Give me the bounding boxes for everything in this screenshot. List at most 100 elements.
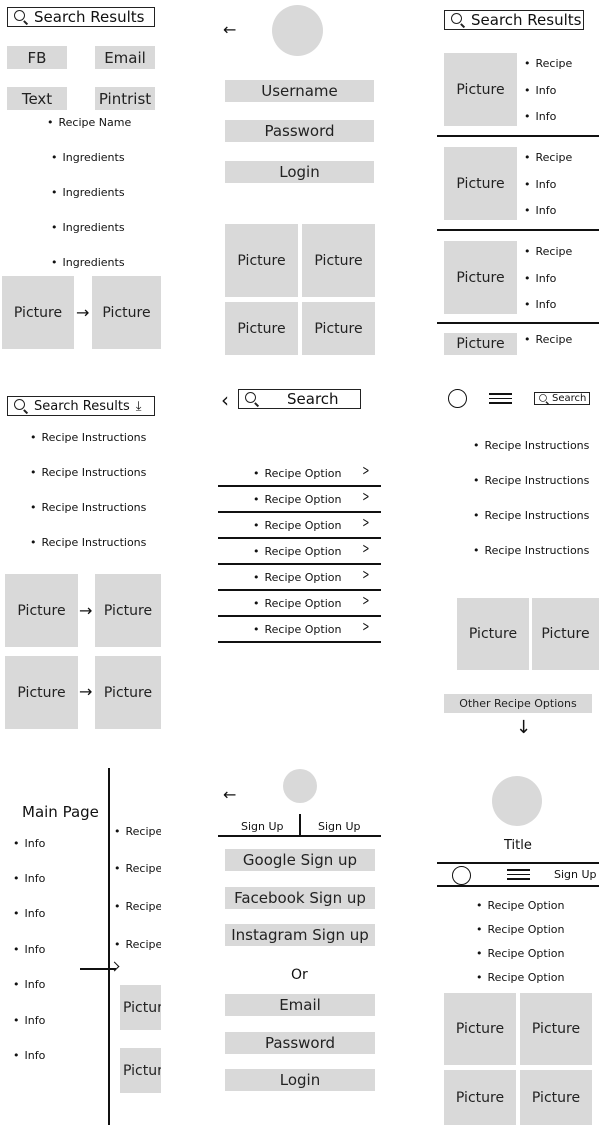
share-email-button[interactable]: Email	[95, 46, 155, 69]
login-button[interactable]: Login	[225, 1069, 375, 1091]
search-bar[interactable]: Search Results	[444, 10, 584, 30]
search-bar[interactable]: Search Results	[7, 7, 155, 27]
picture[interactable]: Picture	[444, 147, 517, 220]
other-recipe-options-button[interactable]: Other Recipe Options	[444, 694, 592, 713]
menu-icon[interactable]	[507, 866, 530, 883]
picture[interactable]: Picture	[444, 993, 516, 1065]
facebook-sign-up-button[interactable]: Facebook Sign up	[225, 887, 375, 909]
tab-divider	[299, 814, 301, 836]
picture[interactable]: Picture	[95, 656, 161, 729]
chevron-right-icon: >	[362, 515, 370, 531]
search-bar[interactable]: Search	[534, 392, 590, 405]
picture[interactable]: Picture	[5, 656, 78, 729]
search-icon	[245, 392, 259, 406]
info-item: Info	[13, 907, 46, 920]
menu-icon[interactable]	[489, 390, 512, 407]
picture[interactable]: Picture	[225, 302, 298, 355]
avatar	[272, 5, 323, 56]
profile-icon[interactable]	[448, 389, 467, 408]
recipe-instruction: Recipe Instructions	[473, 509, 590, 522]
picture[interactable]: Picture	[92, 276, 161, 349]
back-chevron-icon[interactable]: ‹	[221, 388, 229, 412]
divider	[437, 229, 599, 231]
profile-icon[interactable]	[452, 866, 471, 885]
divider	[218, 589, 381, 591]
list-item: Recipe	[524, 333, 573, 346]
arrow-right-icon: →	[79, 601, 93, 620]
password-field[interactable]: Password	[225, 1032, 375, 1054]
picture[interactable]: Picture	[5, 574, 78, 647]
recipe-option: Recipe Option	[253, 571, 342, 584]
picture[interactable]: Picture	[302, 224, 375, 297]
page-title: Main Page	[22, 803, 99, 821]
chevron-right-icon: >	[362, 541, 370, 557]
tab-sign-up[interactable]: Sign Up	[318, 820, 361, 833]
recipe-option: Recipe Option	[476, 899, 565, 912]
download-icon[interactable]: ⤓	[135, 398, 142, 414]
back-arrow-icon[interactable]: ←	[223, 20, 237, 39]
picture[interactable]: Picture	[302, 302, 375, 355]
ingredient-item: Ingredients	[51, 151, 125, 164]
chevron-right-icon: >	[362, 567, 370, 583]
recipe-option: Recipe (	[114, 825, 162, 838]
recipe-option: Recipe Option	[253, 467, 342, 480]
sign-up-link[interactable]: Sign Up	[554, 868, 597, 881]
search-bar[interactable]: Search	[238, 389, 361, 409]
search-icon	[539, 393, 549, 404]
recipe-option: Recipe Option	[253, 545, 342, 558]
login-button[interactable]: Login	[225, 161, 374, 183]
list-item: Info	[524, 298, 557, 311]
instagram-sign-up-button[interactable]: Instagram Sign up	[225, 924, 375, 946]
list-item: Info	[524, 84, 557, 97]
divider	[437, 885, 599, 887]
search-label: Search Results	[34, 8, 145, 26]
recipe-instruction: Recipe Instructions	[473, 544, 590, 557]
share-fb-button[interactable]: FB	[7, 46, 67, 69]
drawer-handle[interactable]	[80, 968, 116, 970]
list-item: Recipe	[524, 151, 573, 164]
picture[interactable]: Picture	[95, 574, 161, 647]
divider	[437, 322, 599, 324]
info-item: Info	[13, 1049, 46, 1062]
recipe-option: Recipe Option	[253, 493, 342, 506]
picture[interactable]: Pictur	[120, 1048, 161, 1093]
picture[interactable]: Picture	[120, 985, 161, 1030]
list-item: Recipe	[524, 245, 573, 258]
info-item: Info	[13, 978, 46, 991]
info-item: Info	[13, 872, 46, 885]
list-item: Info	[524, 204, 557, 217]
search-bar[interactable]: Search Results ⤓	[7, 396, 155, 416]
recipe-option: Recipe Option	[253, 623, 342, 636]
picture[interactable]: Picture	[225, 224, 298, 297]
picture[interactable]: Picture	[520, 993, 592, 1065]
picture[interactable]: Picture	[520, 1070, 592, 1125]
email-field[interactable]: Email	[225, 994, 375, 1016]
username-field[interactable]: Username	[225, 80, 374, 102]
back-arrow-icon[interactable]: ←	[223, 785, 237, 804]
picture[interactable]: Picture	[532, 598, 599, 670]
picture[interactable]: Picture	[457, 598, 529, 670]
recipe-option: Recipe Option	[253, 597, 342, 610]
share-pintrist-button[interactable]: Pintrist	[95, 87, 155, 110]
arrow-down-icon: ↓	[516, 717, 532, 738]
recipe-name: Recipe Name	[47, 116, 132, 129]
google-sign-up-button[interactable]: Google Sign up	[225, 849, 375, 871]
divider	[437, 862, 599, 864]
search-label: Search Results	[471, 11, 582, 29]
tab-sign-up[interactable]: Sign Up	[241, 820, 284, 833]
recipe-option: Recipe Option	[476, 923, 565, 936]
picture[interactable]: Picture	[444, 53, 517, 126]
recipe-instruction: Recipe Instructions	[30, 466, 147, 479]
picture[interactable]: Picture	[444, 1070, 516, 1125]
share-text-button[interactable]: Text	[7, 87, 67, 110]
picture[interactable]: Picture	[444, 241, 517, 314]
chevron-right-icon: >	[362, 619, 370, 635]
search-label: Search	[287, 390, 339, 408]
recipe-instruction: Recipe Instructions	[30, 536, 147, 549]
picture[interactable]: Picture	[2, 276, 74, 349]
password-field[interactable]: Password	[225, 120, 374, 142]
info-item: Info	[13, 1014, 46, 1027]
recipe-option: Recipe Option	[476, 947, 565, 960]
picture[interactable]: Picture	[444, 333, 517, 355]
avatar	[492, 776, 542, 826]
